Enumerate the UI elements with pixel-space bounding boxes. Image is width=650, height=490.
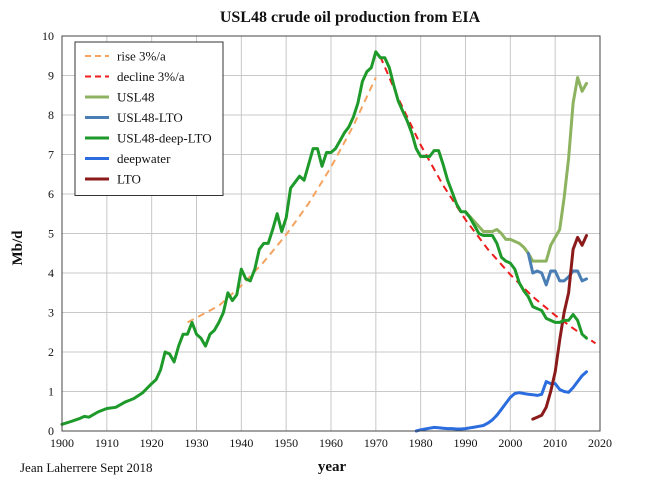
y-tick-label: 3 [48, 306, 54, 320]
y-tick-label: 4 [48, 266, 54, 280]
y-tick-label: 8 [48, 108, 54, 122]
legend-label: USL48 [117, 90, 155, 105]
series-line-usl48-lto [526, 251, 588, 287]
series-line-deepwater [414, 370, 588, 433]
plot-area [60, 50, 597, 433]
y-axis-label: Mb/d [10, 230, 26, 266]
y-tick-label: 10 [42, 29, 54, 43]
chart-title: USL48 crude oil production from EIA [220, 9, 481, 26]
x-tick-label: 2020 [588, 436, 612, 450]
y-tick-label: 0 [48, 424, 54, 438]
x-tick-label: 1910 [95, 436, 119, 450]
x-tick-label: 1950 [274, 436, 298, 450]
x-tick-label: 2000 [498, 436, 522, 450]
legend: rise 3%/a decline 3%/a USL48 USL48-LTO USL48… [74, 41, 224, 196]
x-tick-label: 1900 [50, 436, 74, 450]
series-line-usl48-deep-lto [60, 50, 588, 426]
credit-text: Jean Laherrere Sept 2018 [20, 460, 152, 475]
legend-label: USL48-deep-LTO [117, 131, 212, 146]
x-tick-label: 1920 [140, 436, 164, 450]
y-tick-label: 6 [48, 187, 54, 201]
y-tick-label: 1 [48, 385, 54, 399]
series-line-rise-3-a [187, 77, 377, 324]
plot-frame [61, 35, 601, 432]
x-tick-label: 1930 [185, 436, 209, 450]
y-tick-label: 5 [48, 227, 54, 241]
axes: 1900 1910 1920 1930 1940 1950 1960 1970 1980 1990… [42, 29, 612, 450]
series-line-lto [531, 234, 588, 421]
x-tick-label: 1970 [364, 436, 388, 450]
legend-label: LTO [117, 172, 141, 187]
x-tick-label: 1940 [229, 436, 253, 450]
series-line-usl48 [464, 76, 588, 263]
x-tick-label: 1980 [409, 436, 433, 450]
x-tick-label: 1960 [319, 436, 343, 450]
x-tick-label: 2010 [543, 436, 567, 450]
x-axis-label: year [318, 459, 347, 475]
legend-label: rise 3%/a [117, 49, 166, 64]
x-tick-label: 1990 [454, 436, 478, 450]
y-tick-label: 7 [48, 148, 54, 162]
legend-label: decline 3%/a [117, 69, 185, 84]
legend-label: USL48-LTO [117, 110, 183, 125]
y-tick-label: 2 [48, 345, 54, 359]
y-tick-label: 9 [48, 69, 54, 83]
legend-label: deepwater [117, 151, 171, 166]
